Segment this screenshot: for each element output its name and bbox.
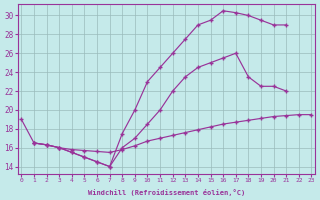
- X-axis label: Windchill (Refroidissement éolien,°C): Windchill (Refroidissement éolien,°C): [88, 189, 245, 196]
